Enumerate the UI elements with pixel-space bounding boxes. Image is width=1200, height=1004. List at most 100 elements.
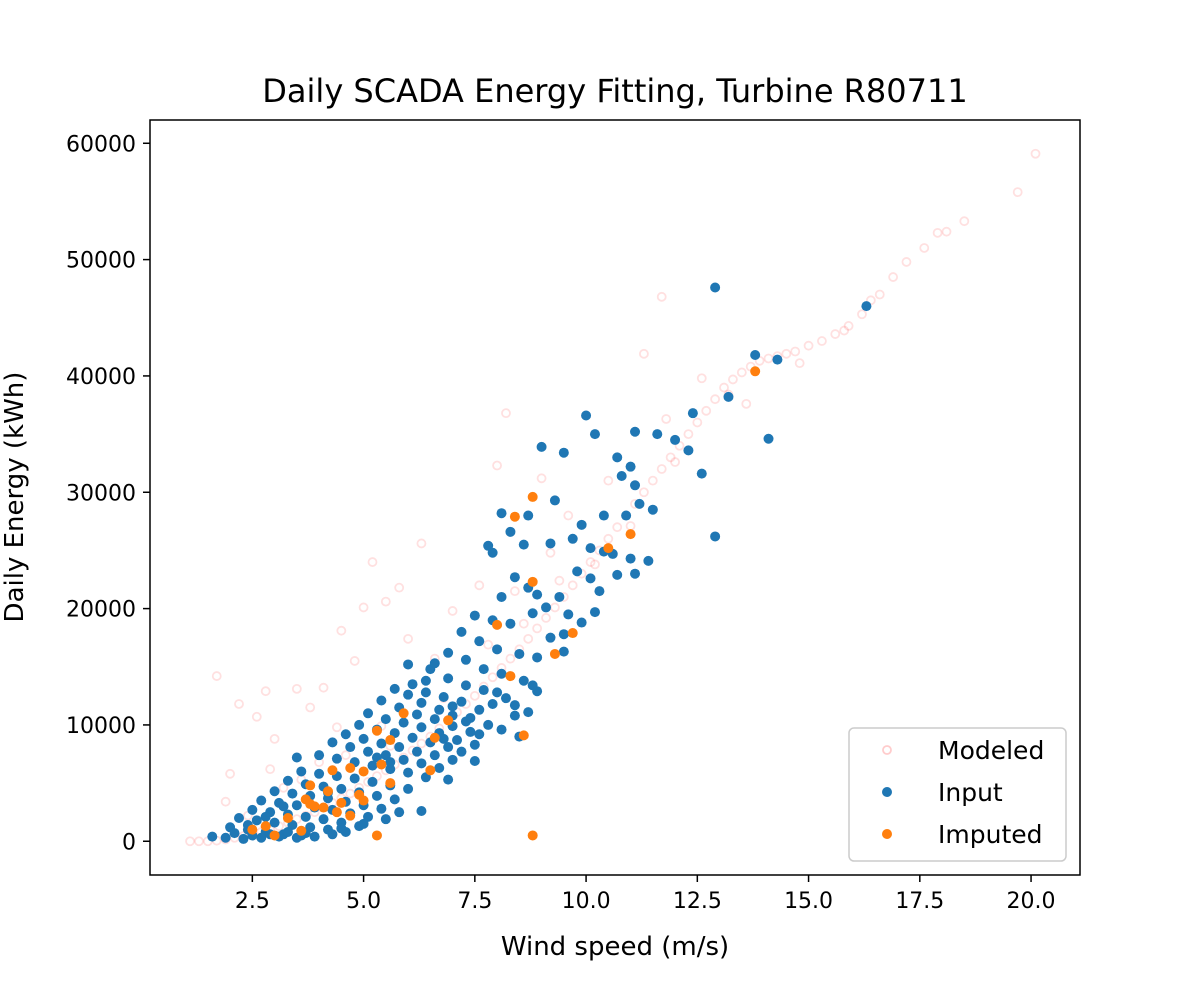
data-point <box>380 596 391 607</box>
data-point <box>536 441 547 452</box>
x-tick-label: 7.5 <box>457 889 492 914</box>
data-point <box>398 717 409 728</box>
data-point <box>385 778 396 789</box>
data-point <box>256 832 267 843</box>
data-point <box>434 762 445 773</box>
data-point <box>331 807 342 818</box>
data-point <box>336 797 347 808</box>
data-point <box>331 722 342 733</box>
data-point <box>509 511 520 522</box>
data-point <box>278 782 289 793</box>
data-point <box>492 687 503 698</box>
data-point <box>625 461 636 472</box>
data-point <box>509 700 520 711</box>
data-point <box>394 807 405 818</box>
data-point <box>558 447 569 458</box>
data-point <box>772 354 783 365</box>
data-point <box>496 724 507 735</box>
data-point <box>670 457 680 467</box>
data-point <box>256 795 267 806</box>
data-point <box>505 526 516 537</box>
data-point <box>567 580 578 591</box>
data-point <box>545 632 556 643</box>
data-point <box>349 773 360 784</box>
data-point <box>616 470 627 481</box>
data-point <box>443 647 454 658</box>
data-point <box>701 405 712 416</box>
data-point <box>403 689 414 700</box>
data-point <box>407 732 418 743</box>
data-point <box>741 398 752 409</box>
data-point <box>549 495 560 506</box>
data-point <box>416 697 427 708</box>
data-point <box>541 613 551 623</box>
data-point <box>496 591 507 602</box>
data-point <box>380 814 391 825</box>
data-point <box>251 711 262 722</box>
data-point <box>367 776 378 787</box>
data-point <box>567 533 578 544</box>
data-point <box>220 832 231 843</box>
data-point <box>443 742 454 753</box>
data-point <box>581 410 592 421</box>
legend-label: Imputed <box>938 820 1043 849</box>
data-point <box>621 510 632 521</box>
data-point <box>220 796 231 807</box>
data-point <box>710 282 721 293</box>
data-point <box>309 831 320 842</box>
data-point <box>901 257 912 267</box>
data-point <box>305 799 316 810</box>
data-point <box>696 373 707 384</box>
data-point <box>554 575 565 586</box>
data-point <box>474 580 485 591</box>
data-point <box>1012 187 1023 198</box>
data-point <box>469 610 480 621</box>
data-point <box>874 289 885 300</box>
data-point <box>376 759 387 770</box>
chart-title: Daily SCADA Energy Fitting, Turbine R807… <box>262 72 967 110</box>
data-point <box>367 760 378 771</box>
data-point <box>394 742 405 753</box>
data-point <box>630 480 641 491</box>
y-tick-label: 60000 <box>66 132 136 157</box>
data-point <box>505 671 516 682</box>
legend: Modeled Input Imputed <box>848 727 1067 862</box>
legend-marker <box>882 745 892 755</box>
data-point <box>509 572 520 583</box>
data-point <box>536 473 547 484</box>
data-point <box>483 639 494 650</box>
data-point <box>527 608 538 619</box>
data-point <box>260 811 271 822</box>
data-point <box>269 830 280 841</box>
data-point <box>723 391 734 402</box>
data-point <box>919 243 930 253</box>
data-point <box>354 719 365 730</box>
data-point <box>416 806 427 817</box>
data-point <box>300 811 311 822</box>
data-point <box>380 714 391 725</box>
data-point <box>394 582 405 593</box>
data-point <box>932 227 943 238</box>
data-point <box>465 712 476 723</box>
data-point <box>296 766 307 777</box>
x-tick-label: 12.5 <box>673 889 722 914</box>
data-point <box>460 680 471 691</box>
data-point <box>487 547 498 558</box>
data-point <box>683 445 694 456</box>
data-point <box>251 815 262 826</box>
data-point <box>647 475 658 486</box>
data-point <box>403 633 413 644</box>
data-point <box>327 765 338 776</box>
plot-points <box>185 148 1041 847</box>
data-point <box>803 340 814 351</box>
data-point <box>469 739 480 750</box>
data-point <box>492 460 502 471</box>
data-point <box>318 814 329 825</box>
data-point <box>474 636 485 647</box>
data-point <box>314 750 325 761</box>
data-point <box>287 788 298 799</box>
data-point <box>603 543 614 554</box>
data-point <box>612 452 623 463</box>
